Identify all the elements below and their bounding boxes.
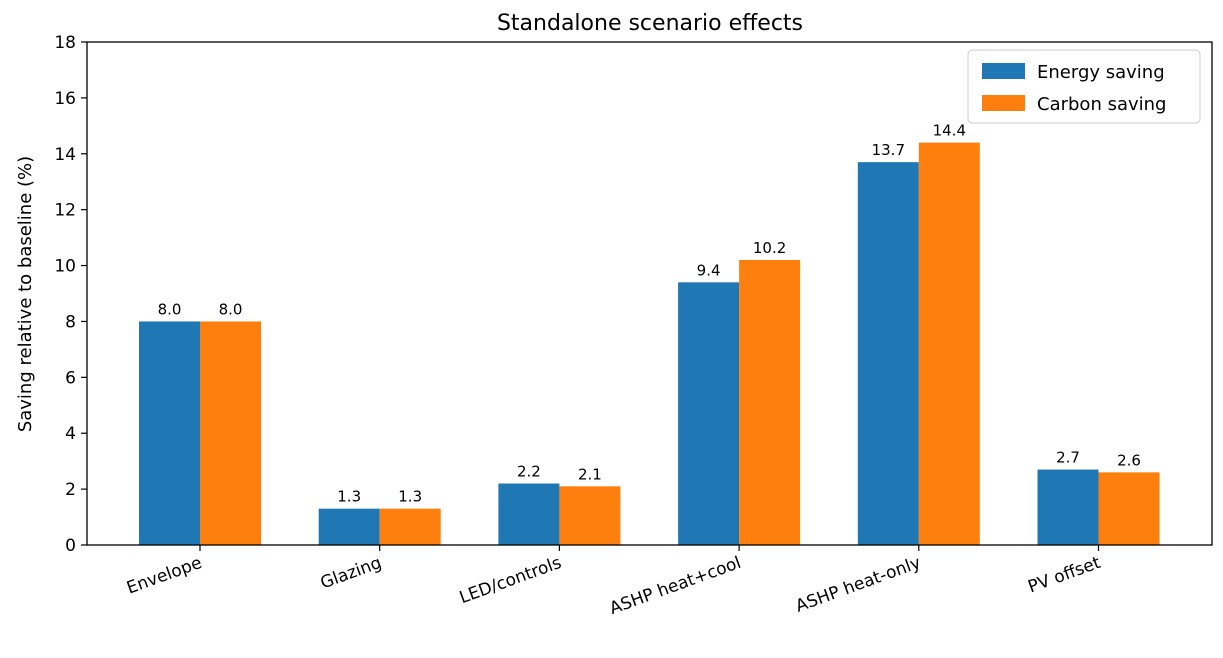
data-label: 2.1 (578, 465, 602, 483)
bar-energy (1037, 469, 1099, 545)
x-tick-label: PV offset (1026, 553, 1104, 598)
data-label: 2.2 (517, 463, 541, 481)
bar-energy (139, 321, 200, 545)
data-label: 1.3 (337, 488, 361, 506)
legend-swatch (982, 63, 1025, 79)
y-tick-label: 12 (54, 201, 76, 221)
bar-carbon (918, 142, 980, 545)
data-label: 14.4 (933, 122, 966, 140)
data-label: 8.0 (219, 300, 243, 318)
bar-carbon (739, 259, 801, 545)
bar-energy (678, 282, 740, 545)
legend-box (967, 49, 1201, 124)
bar-energy (857, 162, 919, 545)
bar-carbon (379, 508, 441, 545)
data-label: 1.3 (398, 488, 422, 506)
y-tick-label: 0 (65, 536, 76, 556)
chart-title: Standalone scenario effects (497, 11, 803, 36)
bar-energy (498, 483, 560, 545)
x-tick-label: Envelope (124, 553, 205, 599)
bar-energy (318, 508, 380, 545)
y-tick-label: 16 (54, 89, 76, 109)
bar-carbon (559, 486, 621, 545)
data-label: 8.0 (158, 300, 182, 318)
x-tick-label: ASHP heat-only (793, 553, 923, 617)
x-tick-label: Glazing (318, 553, 385, 594)
y-tick-label: 4 (65, 424, 76, 444)
data-label: 9.4 (697, 261, 721, 279)
y-tick-label: 6 (65, 368, 76, 388)
bar-carbon (1098, 472, 1160, 545)
data-label: 2.6 (1117, 451, 1141, 469)
plot-frame (86, 41, 1213, 546)
y-axis-label: Saving relative to baseline (%) (15, 156, 36, 432)
legend-label: Carbon saving (1037, 94, 1166, 115)
x-tick-label: LED/controls (457, 553, 564, 608)
legend-label: Energy saving (1037, 62, 1165, 83)
bar-carbon (200, 321, 261, 545)
legend-swatch (982, 95, 1025, 111)
y-tick-label: 8 (65, 312, 76, 332)
data-label: 2.7 (1056, 449, 1080, 467)
y-tick-label: 10 (54, 257, 76, 277)
data-label: 13.7 (872, 141, 905, 159)
y-tick-label: 18 (54, 33, 76, 53)
data-label: 10.2 (753, 239, 786, 257)
legend: Energy saving Carbon saving (967, 49, 1201, 124)
y-tick-label: 14 (54, 145, 76, 165)
y-tick-label: 2 (65, 480, 76, 500)
x-tick-label: ASHP heat+cool (607, 553, 744, 619)
